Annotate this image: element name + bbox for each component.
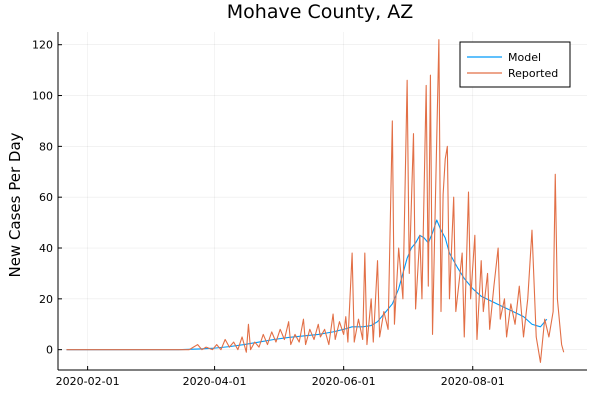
series-line-reported (66, 39, 565, 363)
y-tick-label: 60 (39, 191, 53, 204)
axes: 2020-02-01 2020-04-01 2020-06-01 2020-08-01… (32, 32, 587, 388)
legend-label-reported: Reported (508, 67, 558, 80)
x-tick-label: 2020-06-01 (312, 375, 376, 388)
legend-label-model: Model (508, 51, 541, 64)
legend: Model Reported (459, 41, 571, 88)
series-layer (66, 39, 565, 363)
x-tick-label: 2020-02-01 (56, 375, 120, 388)
y-tick-label: 100 (32, 90, 53, 103)
y-tick-label: 80 (39, 140, 53, 153)
y-axis-label: New Cases Per Day (6, 132, 24, 277)
y-tick-label: 40 (39, 242, 53, 255)
x-tick-label: 2020-08-01 (441, 375, 505, 388)
legend-box (459, 41, 571, 88)
y-tick-label: 0 (46, 344, 53, 357)
x-tick-label: 2020-04-01 (183, 375, 247, 388)
y-tick-label: 120 (32, 39, 53, 52)
chart-title: Mohave County, AZ (227, 1, 413, 23)
series-line-model (66, 219, 548, 351)
y-tick-label: 20 (39, 293, 53, 306)
